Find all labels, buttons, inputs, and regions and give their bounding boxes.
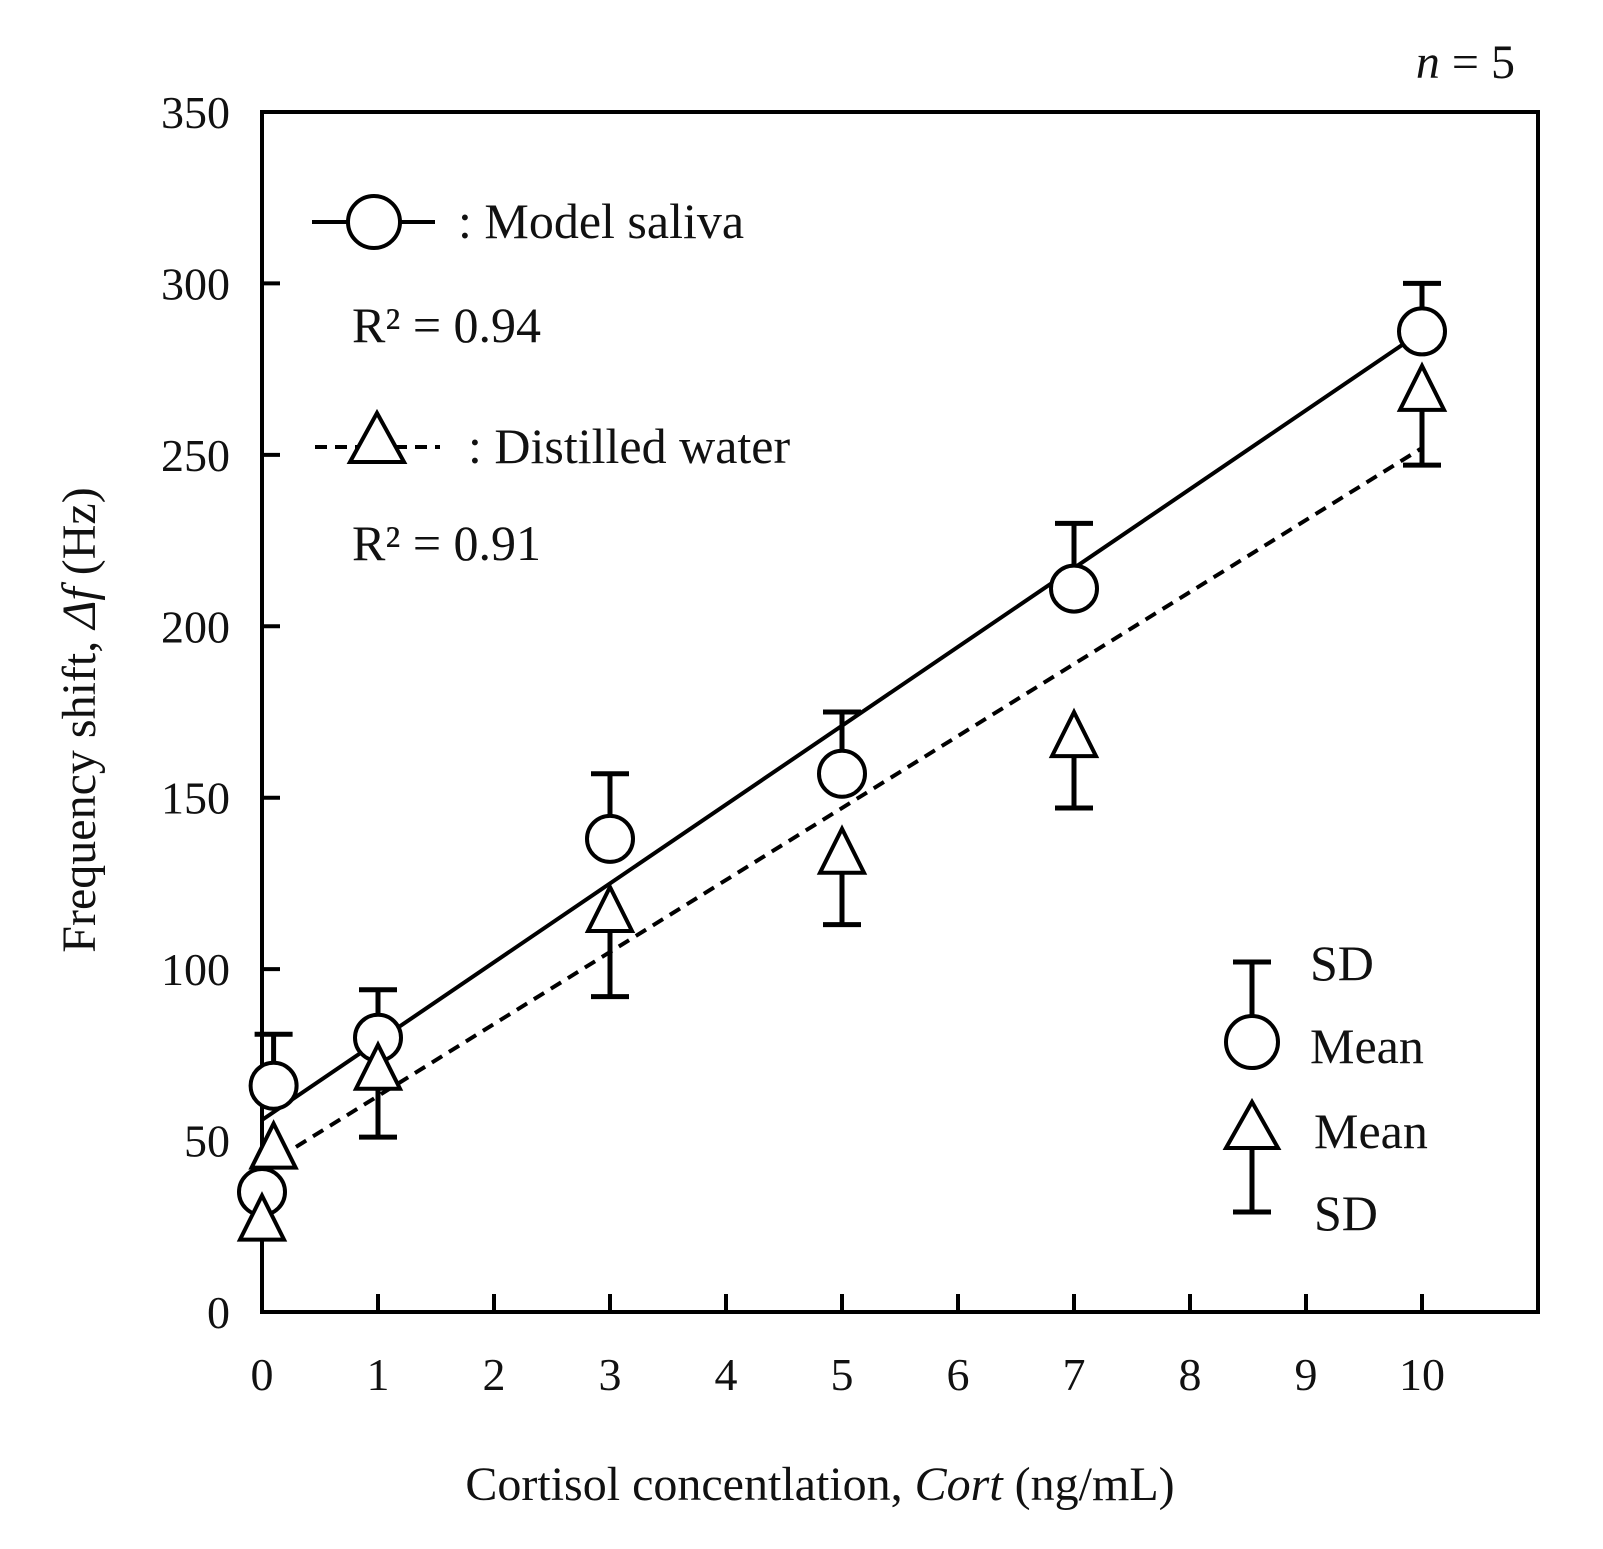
y-axis-title-post: (Hz) <box>53 487 106 587</box>
x-axis-title: Cortisol concentlation, Cort (ng/mL) <box>465 1458 1174 1511</box>
y-axis-title-pre: Frequency shift, <box>53 629 106 953</box>
y-tick-label: 100 <box>161 944 230 995</box>
point-model-saliva-marker <box>585 813 635 864</box>
key-label-circle-mean: Mean <box>1310 1018 1424 1074</box>
x-tick-label: 3 <box>599 1349 622 1400</box>
x-axis-title-pre: Cortisol concentlation, <box>465 1458 914 1511</box>
y-tick-label: 150 <box>161 773 230 824</box>
point-distilled-water-marker <box>584 882 636 934</box>
x-tick-label: 1 <box>367 1349 390 1400</box>
point-distilled-water-marker <box>236 1191 288 1242</box>
y-tick-label: 250 <box>161 430 230 481</box>
x-axis-ticks: 0 1 2 3 4 5 6 7 8 9 10 <box>251 1294 1445 1400</box>
x-axis-title-post: (ng/mL) <box>1003 1458 1175 1511</box>
x-tick-label: 6 <box>947 1349 970 1400</box>
key-circle-marker <box>1224 1014 1280 1070</box>
legend-label-model-saliva: : Model saliva <box>458 193 744 249</box>
y-axis-title: Frequency shift, Δf (Hz) <box>53 487 106 952</box>
key-triangle-marker <box>1222 1097 1282 1150</box>
point-model-saliva-marker <box>1397 306 1447 357</box>
legend-item-distilled-water: : Distilled water <box>315 408 790 474</box>
point-distilled-water-marker <box>352 1040 404 1091</box>
point-distilled-water-marker <box>1048 707 1100 759</box>
error-key: SD Mean Mean SD <box>1222 935 1428 1241</box>
x-tick-label: 7 <box>1063 1349 1086 1400</box>
sample-size-annotation: n = 5 <box>1416 36 1515 89</box>
y-axis-ticks: 0 50 100 150 200 250 300 350 <box>161 87 280 1338</box>
point-model-saliva-marker <box>1049 563 1099 614</box>
y-tick-label: 50 <box>184 1116 230 1167</box>
x-tick-label: 5 <box>831 1349 854 1400</box>
x-axis-title-var: Cort <box>915 1458 1005 1511</box>
legend: : Model saliva R² = 0.94 : Distilled wat… <box>312 193 790 571</box>
point-distilled-water-marker <box>248 1119 299 1170</box>
fit-line-distilled-water <box>260 446 1424 1170</box>
point-model-saliva-marker <box>248 1060 299 1111</box>
point-distilled-water-marker <box>1396 361 1448 412</box>
y-axis-title-var: Δf <box>53 582 106 631</box>
sample-size-var: n <box>1416 36 1440 89</box>
plot-frame <box>260 110 1540 1314</box>
y-tick-label: 200 <box>161 601 230 652</box>
x-tick-label: 8 <box>1179 1349 1202 1400</box>
point-model-saliva-marker <box>817 748 867 799</box>
key-label-triangle-mean: Mean <box>1314 1103 1428 1159</box>
x-tick-label: 9 <box>1295 1349 1318 1400</box>
x-tick-label: 0 <box>251 1349 274 1400</box>
series-model-saliva <box>237 280 1447 1217</box>
legend-item-model-saliva: : Model saliva <box>312 193 744 250</box>
r-squared-model-saliva: R² = 0.94 <box>352 297 541 353</box>
y-tick-label: 0 <box>207 1287 230 1338</box>
r-squared-distilled-water: R² = 0.91 <box>352 515 541 571</box>
point-distilled-water-marker <box>816 824 868 875</box>
series-distilled-water <box>236 361 1448 1242</box>
key-label-circle-sd: SD <box>1310 935 1374 991</box>
legend-circle-marker <box>346 194 402 250</box>
x-tick-label: 2 <box>483 1349 506 1400</box>
x-tick-label: 10 <box>1399 1349 1445 1400</box>
y-tick-label: 350 <box>161 87 230 138</box>
sample-size-rest: = 5 <box>1440 36 1515 89</box>
legend-triangle-marker <box>346 408 408 464</box>
key-label-triangle-sd: SD <box>1314 1185 1378 1241</box>
legend-label-distilled-water: : Distilled water <box>468 418 790 474</box>
y-tick-label: 300 <box>161 258 230 309</box>
x-tick-label: 4 <box>715 1349 738 1400</box>
